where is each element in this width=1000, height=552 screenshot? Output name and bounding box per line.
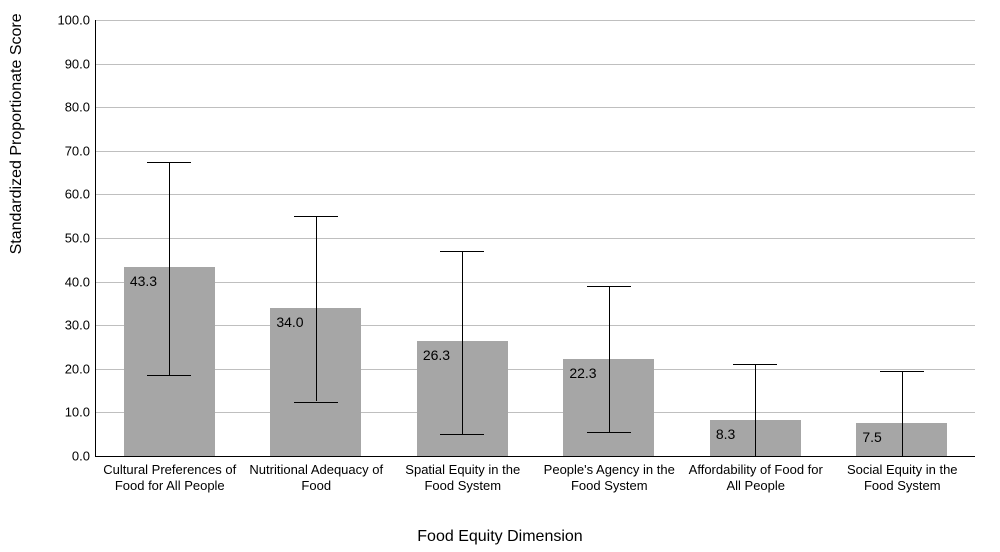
error-bar — [169, 162, 170, 376]
bar-chart: Standardized Proportionate Score 0.010.0… — [0, 0, 1000, 552]
error-cap-upper — [440, 251, 484, 252]
y-tick-label: 70.0 — [65, 143, 90, 158]
bar-value-label: 26.3 — [423, 347, 450, 363]
error-cap-upper — [147, 162, 191, 163]
error-cap-upper — [587, 286, 631, 287]
gridline — [96, 107, 975, 108]
bar-value-label: 43.3 — [130, 273, 157, 289]
error-cap-lower — [880, 456, 924, 457]
y-axis-title: Standardized Proportionate Score — [8, 13, 26, 254]
y-tick-label: 100.0 — [57, 13, 90, 28]
bar-value-label: 8.3 — [716, 426, 735, 442]
error-cap-upper — [880, 371, 924, 372]
y-tick-label: 60.0 — [65, 187, 90, 202]
error-bar — [316, 216, 317, 401]
x-tick-label: Affordability of Food for All People — [686, 462, 825, 495]
error-cap-lower — [440, 434, 484, 435]
y-tick-label: 10.0 — [65, 405, 90, 420]
error-cap-upper — [733, 364, 777, 365]
y-tick-label: 30.0 — [65, 318, 90, 333]
error-cap-upper — [294, 216, 338, 217]
x-tick-label: People's Agency in the Food System — [540, 462, 679, 495]
y-tick-label: 90.0 — [65, 56, 90, 71]
gridline — [96, 325, 975, 326]
gridline — [96, 64, 975, 65]
gridline — [96, 194, 975, 195]
x-tick-label: Nutritional Adequacy of Food — [247, 462, 386, 495]
error-cap-lower — [587, 432, 631, 433]
gridline — [96, 151, 975, 152]
gridline — [96, 282, 975, 283]
gridline — [96, 20, 975, 21]
x-tick-label: Cultural Preferences of Food for All Peo… — [100, 462, 239, 495]
error-bar — [902, 371, 903, 456]
bar-value-label: 22.3 — [569, 365, 596, 381]
gridline — [96, 238, 975, 239]
y-tick-label: 20.0 — [65, 361, 90, 376]
y-tick-label: 0.0 — [72, 449, 90, 464]
plot-area: 0.010.020.030.040.050.060.070.080.090.01… — [95, 20, 975, 457]
error-bar — [462, 251, 463, 434]
error-bar — [609, 286, 610, 432]
y-tick-label: 50.0 — [65, 231, 90, 246]
gridline — [96, 412, 975, 413]
bar-value-label: 7.5 — [862, 429, 881, 445]
bar-value-label: 34.0 — [276, 314, 303, 330]
error-cap-lower — [294, 402, 338, 403]
x-axis-title: Food Equity Dimension — [0, 528, 1000, 546]
y-tick-label: 80.0 — [65, 100, 90, 115]
x-tick-label: Social Equity in the Food System — [833, 462, 972, 495]
error-bar — [755, 364, 756, 456]
error-cap-lower — [733, 456, 777, 457]
y-tick-label: 40.0 — [65, 274, 90, 289]
gridline — [96, 369, 975, 370]
error-cap-lower — [147, 375, 191, 376]
x-tick-label: Spatial Equity in the Food System — [393, 462, 532, 495]
